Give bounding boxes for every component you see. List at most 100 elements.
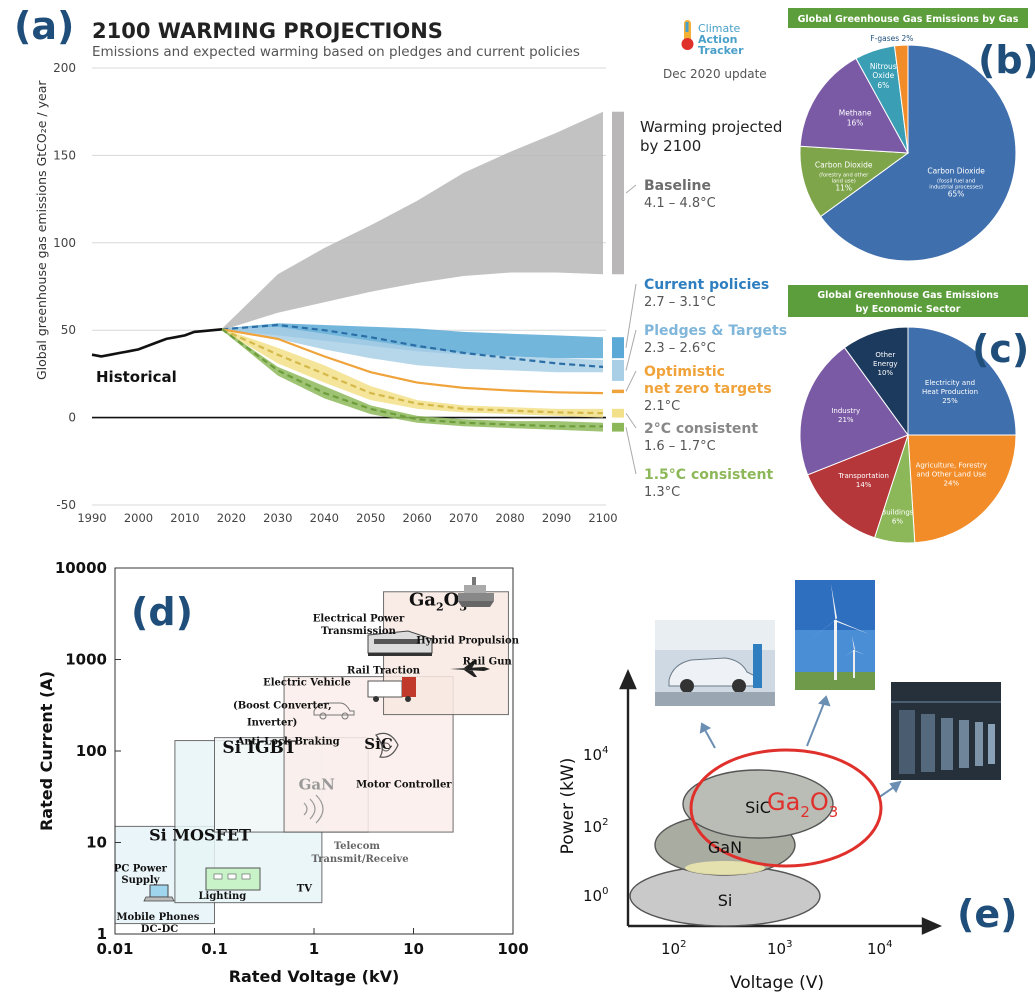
pie-value: 6%	[892, 518, 903, 526]
xtick-label: 2000	[124, 511, 153, 525]
annotation: Electric Vehicle	[263, 677, 351, 688]
pie-value: 14%	[856, 481, 872, 489]
annotation: TV	[297, 884, 312, 895]
annotation: Supply	[121, 875, 160, 886]
pie-label: Agriculture, Forestry	[916, 462, 987, 470]
ytick-label: 100	[53, 236, 76, 250]
pie-slice	[907, 434, 1017, 544]
chart-a: 2100 WARMING PROJECTIONS Emissions and e…	[34, 19, 787, 525]
region-label-gan: GaN	[708, 838, 742, 857]
chart-d-xlabel: Rated Voltage (kV)	[229, 967, 400, 986]
pie-label: Heat Production	[922, 388, 978, 396]
chart-c-title-line2: by Economic Sector	[855, 304, 960, 315]
pie-label: Other	[875, 351, 895, 359]
xtick-label: 2070	[449, 511, 478, 525]
warming-label-range: 2.7 – 3.1°C	[644, 295, 716, 310]
band-2-c-consistent	[222, 328, 603, 418]
band-current-policies	[222, 323, 603, 359]
panel-c: Global Greenhouse Gas Emissions by Econo…	[788, 285, 1029, 555]
pie-slice	[806, 434, 909, 539]
xtick-label: 1	[309, 940, 319, 958]
electric-car-photo	[655, 620, 775, 706]
wifi-signal-icon	[303, 794, 324, 824]
e-xtick-4: 104	[867, 939, 892, 958]
annotation: Telecom	[334, 841, 381, 852]
pie-slice	[799, 346, 909, 476]
historical-line	[91, 328, 223, 358]
warming-connector	[625, 184, 637, 194]
xtick-label: 2100	[588, 511, 617, 525]
annotation: Transmit/Receive	[311, 854, 408, 865]
region-label-part: O	[444, 589, 460, 610]
historical-label: Historical	[96, 368, 177, 386]
panel-label-d: (d)	[131, 590, 193, 634]
ytick-label: 1000	[65, 651, 107, 669]
warming-label-name: 1.5°C consistent	[644, 467, 773, 483]
pie-label: Buildings	[881, 509, 913, 517]
warming-header: Warming projected	[640, 118, 782, 136]
application-icons	[143, 577, 494, 902]
region-overlap-si-gan	[685, 861, 765, 875]
region-label-sic: SiC	[745, 798, 771, 817]
warming-connector	[625, 370, 637, 392]
e-xtick-2: 102	[661, 939, 686, 958]
e-ytick-2: 102	[583, 817, 608, 836]
band-pledges-targets	[222, 326, 603, 373]
warming-connector	[625, 329, 637, 371]
pie-value: 6%	[877, 81, 889, 90]
annotation: Mobile Phones	[116, 912, 199, 923]
xtick-label: 0.1	[201, 940, 228, 958]
pie-value: 65%	[948, 190, 965, 199]
warming-label-range: 2.1°C	[644, 399, 680, 414]
warming-connector	[625, 412, 637, 429]
annotation: DC-DC	[141, 924, 178, 935]
panel-label-a: (a)	[14, 4, 75, 48]
warming-bar	[612, 111, 624, 275]
chart-a-title: 2100 WARMING PROJECTIONS	[92, 19, 443, 43]
warming-label-name: net zero targets	[644, 381, 772, 397]
cat-logo-line2: Action	[698, 33, 737, 46]
annotation: Motor Controller	[356, 779, 452, 790]
line-optimistic-net-zero-targets	[221, 328, 604, 395]
panel-e: Si GaN SiC Ga2O3 104 102 100 102 103 104…	[545, 570, 1035, 993]
e-xtick-3: 103	[767, 939, 792, 958]
line-2-c-consistent	[221, 328, 604, 415]
warming-label-range: 2.3 – 2.6°C	[644, 341, 716, 356]
jet-icon	[450, 660, 490, 677]
pie-label: Methane	[839, 108, 872, 117]
pie-slice	[893, 44, 909, 154]
panel-label-e: (e)	[957, 892, 1018, 936]
chart-c: Global Greenhouse Gas Emissions by Econo…	[788, 285, 1028, 544]
ship-icon	[458, 577, 494, 607]
warming-label-name: Baseline	[644, 178, 711, 194]
xtick-label: 2010	[170, 511, 199, 525]
laptop-icon	[143, 884, 175, 902]
xtick-label: 2060	[403, 511, 432, 525]
region-ga2o3	[689, 748, 883, 868]
pie-value: 11%	[835, 184, 852, 193]
annotation: Hybrid Propulsion	[416, 635, 519, 646]
warming-label-name: Optimistic	[644, 364, 725, 380]
region-sic	[682, 769, 834, 839]
warming-connector	[625, 427, 637, 475]
pie-label: Oxide	[872, 71, 894, 80]
led-panel-icon	[205, 867, 261, 891]
warming-label-range: 4.1 – 4.8°C	[644, 196, 716, 211]
pie-value: 10%	[878, 369, 894, 377]
region-label-si: Si	[718, 891, 733, 910]
region-label: SiC	[364, 735, 393, 753]
ytick-label: 10000	[55, 559, 107, 577]
ytick-label: 1	[97, 925, 107, 943]
region-label: GaN	[299, 775, 336, 793]
pie-slice	[843, 326, 909, 437]
annotation: Electrical Power	[313, 614, 405, 625]
chart-b-title: Global Greenhouse Gas Emissions by Gas	[798, 14, 1019, 25]
truck-icon	[367, 677, 416, 702]
xtick-label: 2050	[356, 511, 385, 525]
warming-label-name: Current policies	[644, 277, 769, 293]
chart-a-ylabel: Global greenhouse gas emissions GtCO₂e /…	[34, 80, 49, 380]
pie-slice	[799, 145, 910, 218]
warming-header: by 2100	[640, 137, 701, 155]
pie-sublabel: (forestry and other	[819, 173, 869, 179]
